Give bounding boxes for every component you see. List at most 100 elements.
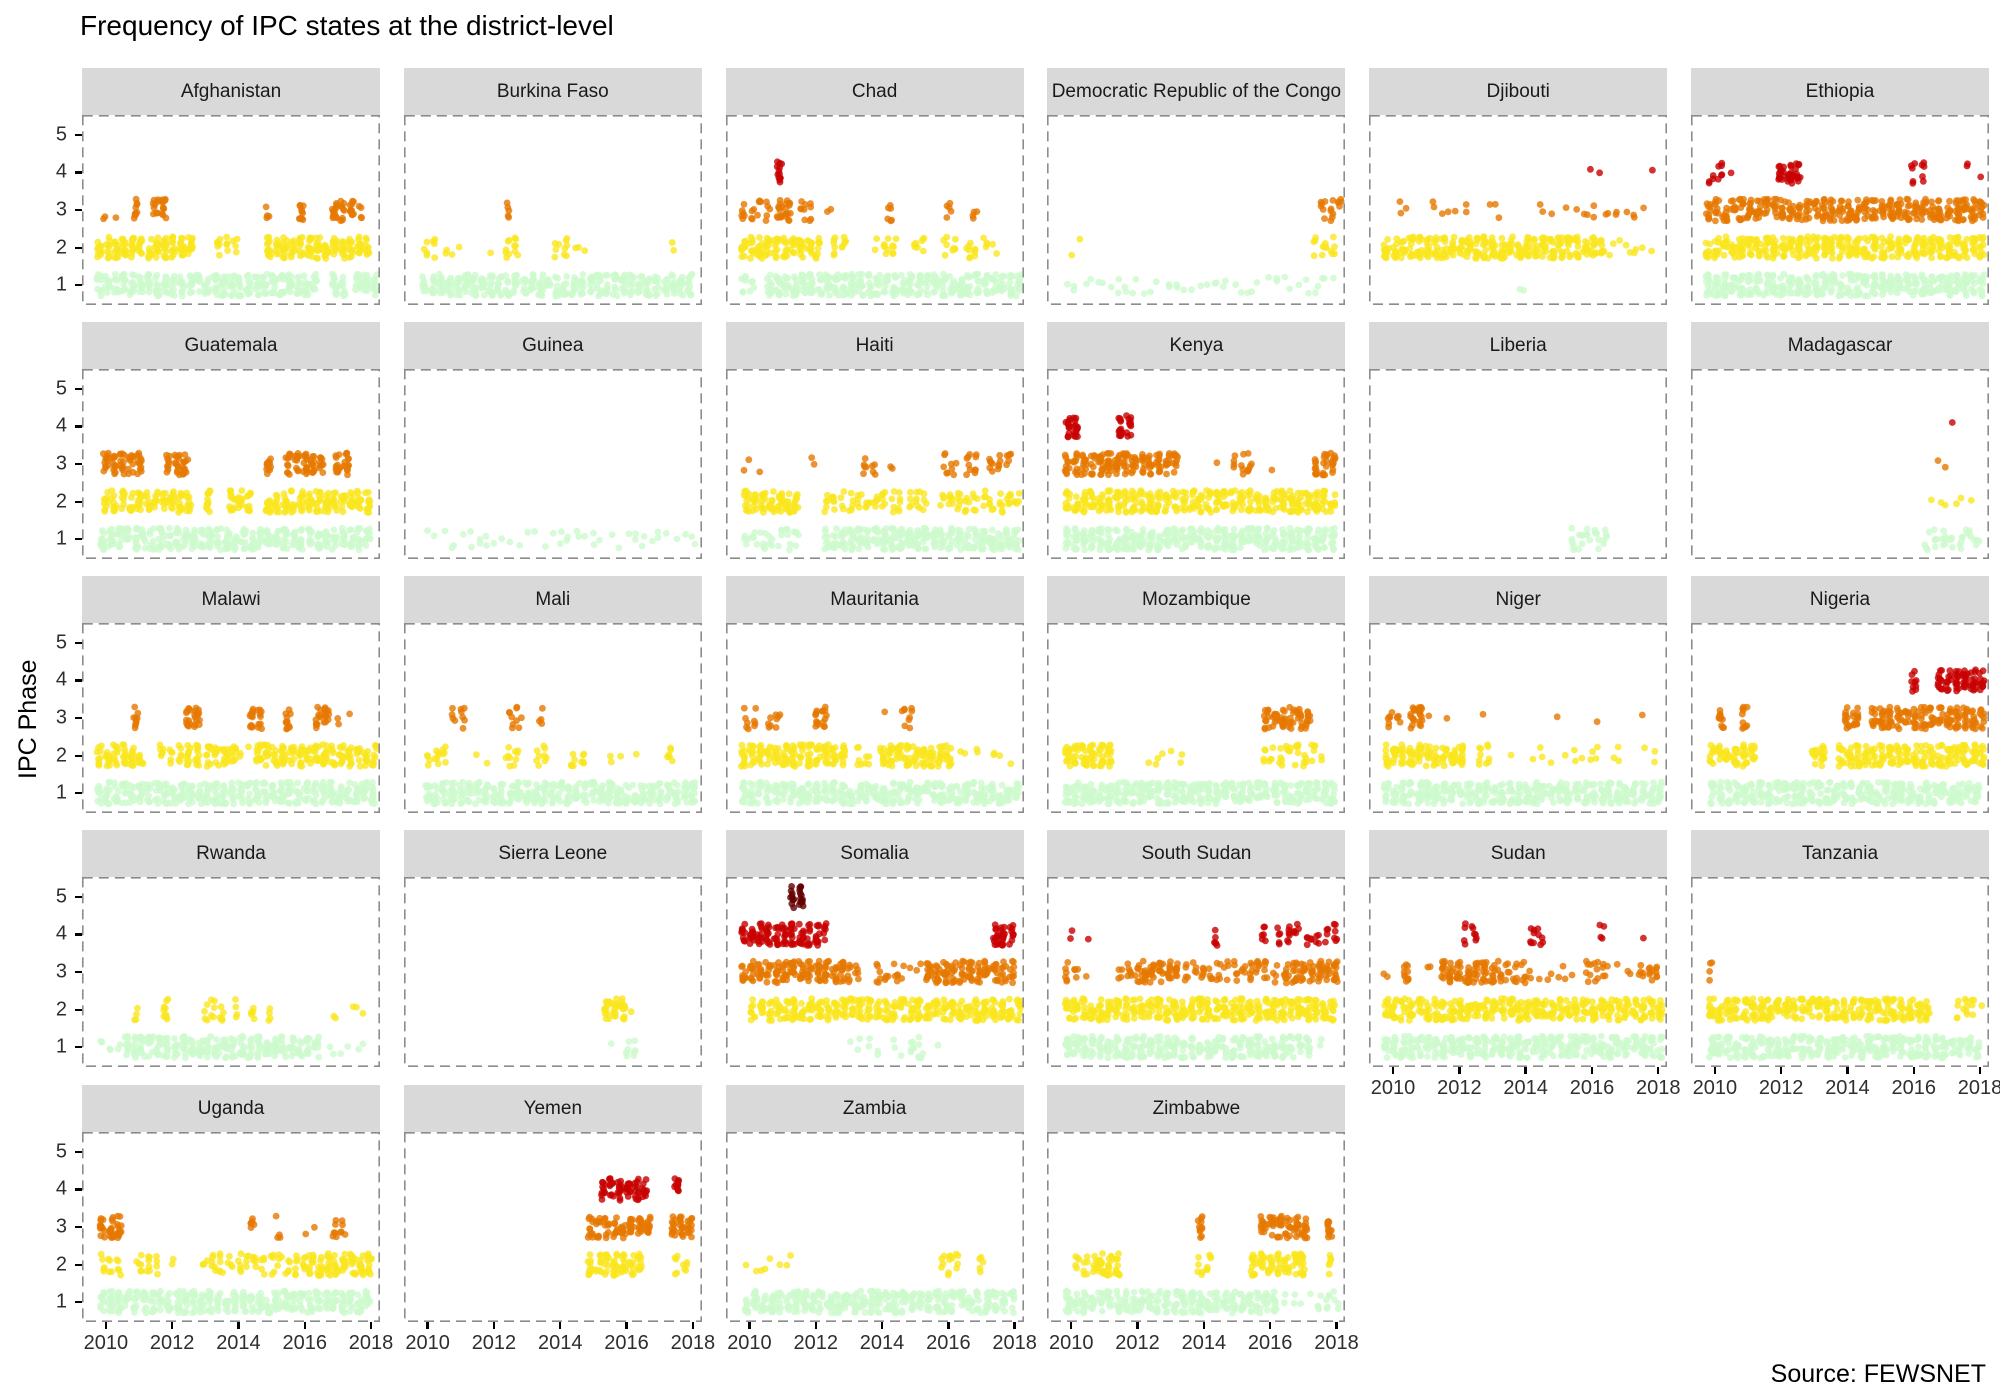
dot-plot [1047, 623, 1346, 813]
facet-panel-rwanda [82, 877, 380, 1067]
phase-2-dots [1702, 233, 1988, 262]
phase-3-dots [1706, 959, 1716, 984]
phase-2-dots [1381, 995, 1666, 1024]
phase-1-dots [97, 524, 374, 554]
phase-1-dots [1380, 778, 1666, 808]
dot-plot [1691, 623, 1989, 813]
x-tick-label: 2010 [1692, 1077, 1738, 1099]
phase-1-dots [607, 1037, 639, 1060]
phase-2-dots [1382, 741, 1659, 770]
phase-1-dots [738, 778, 1022, 808]
dot-plot [725, 623, 1024, 813]
facet-title: Guinea [522, 334, 584, 356]
phase-3-dots [1703, 195, 1988, 225]
y-tick-label: 5 [55, 1140, 67, 1163]
phase-2-dots [423, 742, 676, 770]
facet-panel-niger [1369, 623, 1668, 813]
phase-3-dots [1715, 703, 1988, 733]
facet-panel-democratic-republic-of-the-congo [1047, 115, 1346, 305]
x-tick-label: 2018 [992, 1332, 1037, 1354]
x-tick [1458, 1067, 1461, 1074]
x-tick [1524, 1067, 1527, 1074]
panel-border [1691, 115, 1989, 305]
phase-5-dots [786, 883, 807, 912]
facet-panel-ethiopia [1691, 115, 1989, 305]
x-tick-label: 2016 [1247, 1332, 1293, 1354]
dot-plot [1369, 369, 1668, 559]
phase-1-dots [93, 778, 378, 808]
dot-plot [1369, 623, 1668, 813]
panel-border [82, 623, 380, 813]
y-tick-label: 4 [55, 160, 67, 183]
panel-border [725, 877, 1024, 1067]
phase-3-dots [100, 449, 352, 479]
x-tick [1657, 1067, 1660, 1074]
phase-2-dots [1928, 494, 1975, 509]
facet-strip-burkina-faso: Burkina Faso [403, 68, 702, 115]
x-tick [1391, 1067, 1395, 1074]
x-tick-label: 2010 [83, 1332, 129, 1354]
y-tick-label: 4 [55, 1177, 67, 1200]
phase-1-dots [737, 270, 1024, 300]
x-tick [492, 1322, 496, 1329]
phase-2-dots [97, 1250, 376, 1279]
phase-2-dots [94, 233, 373, 262]
facet-title: Madagascar [1787, 334, 1893, 356]
y-tick-label: 3 [55, 452, 67, 475]
facet-panel-nigeria [1691, 623, 1989, 813]
facet-title: Nigeria [1809, 588, 1871, 610]
y-tick-label: 2 [55, 236, 67, 259]
phase-3-dots [1384, 703, 1646, 732]
y-tick [75, 500, 82, 503]
dot-plot [725, 1132, 1024, 1322]
x-tick [170, 1322, 174, 1329]
x-tick-label: 2012 [1758, 1077, 1804, 1099]
panel-border [1691, 623, 1989, 813]
x-tick [1978, 1067, 1982, 1074]
facet-strip-kenya: Kenya [1047, 322, 1346, 369]
x-tick-label: 2016 [282, 1332, 328, 1354]
panel-border [1369, 369, 1668, 559]
y-tick [75, 1263, 82, 1266]
phase-2-dots [131, 995, 367, 1024]
facet-panel-haiti [725, 369, 1024, 559]
panel-border [1047, 877, 1346, 1067]
x-tick [426, 1322, 429, 1329]
dot-plot [82, 369, 380, 559]
phase-3-dots [1062, 957, 1342, 987]
dot-plot [403, 623, 702, 813]
y-tick-label: 3 [55, 1215, 67, 1238]
phase-1-dots [97, 1032, 367, 1062]
facet-panel-sudan [1369, 877, 1668, 1067]
y-tick [75, 933, 82, 936]
x-tick-label: 2012 [471, 1332, 517, 1354]
y-tick [75, 1188, 82, 1191]
facet-strip-liberia: Liberia [1369, 322, 1668, 369]
dot-plot [725, 877, 1024, 1067]
x-tick [1912, 1067, 1915, 1074]
phase-3-dots [740, 450, 1014, 479]
dot-plot [1369, 877, 1668, 1067]
facet-title: Uganda [197, 1097, 265, 1119]
y-tick [75, 895, 82, 899]
y-tick [75, 971, 82, 974]
phase-3-dots [737, 196, 980, 225]
panel-border [725, 115, 1024, 305]
dot-plot [403, 369, 702, 559]
y-tick-label: 2 [55, 998, 67, 1021]
facet-title: Mozambique [1142, 588, 1251, 610]
x-tick-label: 2014 [216, 1332, 261, 1354]
x-tick [947, 1322, 950, 1329]
facet-title: Tanzania [1801, 842, 1879, 864]
phase-2-dots [420, 234, 677, 261]
phase-3-dots [1317, 195, 1345, 225]
facet-title: Chad [851, 80, 898, 102]
phase-4-dots [773, 158, 785, 186]
x-tick [237, 1322, 240, 1329]
x-tick-label: 2014 [1825, 1077, 1870, 1099]
x-tick-label: 2016 [1569, 1077, 1615, 1099]
facet-panel-chad [725, 115, 1024, 305]
y-tick-label: 5 [55, 631, 67, 654]
panel-border [1691, 877, 1989, 1067]
y-tick-label: 3 [55, 706, 67, 729]
